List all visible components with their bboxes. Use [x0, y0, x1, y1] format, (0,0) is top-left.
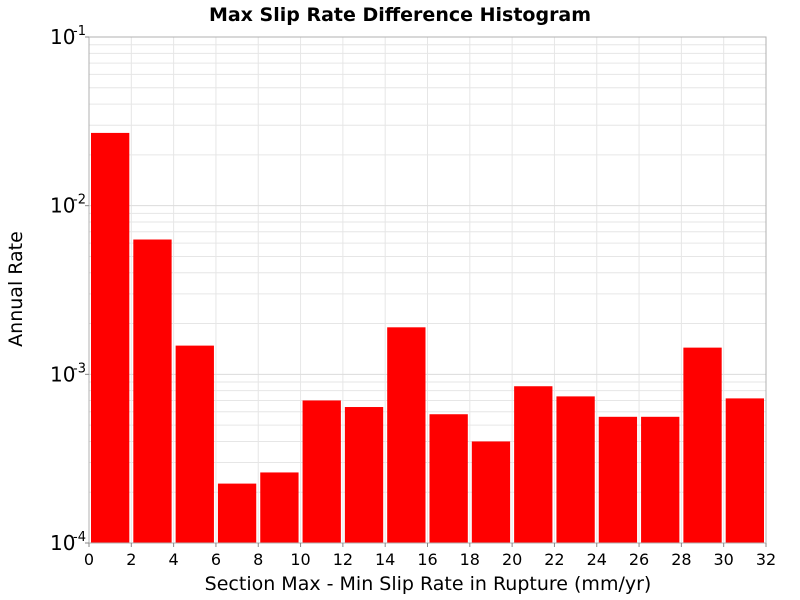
chart-title: Max Slip Rate Difference Histogram — [209, 4, 591, 26]
bar-10 — [514, 386, 553, 543]
y-tick-base: 10 — [50, 362, 75, 386]
bar-12 — [598, 416, 638, 543]
y-tick-label: 10-3 — [50, 361, 86, 386]
y-tick-exponent: -4 — [73, 530, 86, 545]
bar-4 — [260, 472, 299, 543]
x-tick-label: 30 — [714, 550, 734, 569]
y-tick-base: 10 — [50, 25, 75, 49]
y-tick-exponent: -3 — [73, 361, 86, 376]
x-tick-label: 24 — [587, 550, 607, 569]
x-tick-label: 8 — [253, 550, 263, 569]
bar-15 — [725, 398, 764, 543]
y-tick-exponent: -2 — [73, 193, 86, 208]
x-axis-ticks: 0 2 4 6 8 10 12 14 16 18 20 22 24 26 28 30 32 — [84, 543, 776, 569]
y-tick-base: 10 — [50, 194, 75, 218]
bar-6 — [344, 407, 384, 543]
x-tick-label: 28 — [671, 550, 691, 569]
x-tick-label: 32 — [756, 550, 776, 569]
y-axis-ticks: 10-410-310-210-1 — [50, 24, 89, 555]
x-axis-label: Section Max - Min Slip Rate in Rupture (… — [205, 573, 652, 595]
bar-8 — [429, 414, 468, 543]
bar-3 — [217, 483, 257, 543]
x-tick-label: 18 — [460, 550, 480, 569]
x-tick-label: 10 — [290, 550, 310, 569]
x-tick-label: 26 — [629, 550, 649, 569]
bar-13 — [641, 416, 680, 543]
bar-14 — [683, 347, 722, 543]
bar-9 — [471, 441, 511, 543]
y-tick-label: 10-1 — [50, 24, 86, 49]
bar-2 — [175, 345, 214, 543]
x-tick-label: 6 — [211, 550, 221, 569]
bar-7 — [387, 327, 426, 543]
x-tick-label: 22 — [544, 550, 564, 569]
y-tick-label: 10-4 — [50, 530, 86, 555]
y-tick-exponent: -1 — [73, 24, 86, 39]
x-tick-label: 20 — [502, 550, 522, 569]
y-tick-base: 10 — [50, 531, 75, 555]
x-tick-label: 4 — [169, 550, 179, 569]
bar-1 — [133, 239, 172, 543]
bars — [91, 132, 764, 543]
x-tick-label: 2 — [126, 550, 136, 569]
y-axis-label: Annual Rate — [5, 231, 27, 347]
x-tick-label: 12 — [333, 550, 353, 569]
y-tick-label: 10-2 — [50, 193, 86, 218]
x-tick-label: 0 — [84, 550, 94, 569]
x-tick-label: 16 — [417, 550, 437, 569]
bar-5 — [302, 400, 341, 543]
bar-11 — [556, 396, 595, 543]
x-tick-label: 14 — [375, 550, 395, 569]
bar-0 — [91, 132, 130, 543]
